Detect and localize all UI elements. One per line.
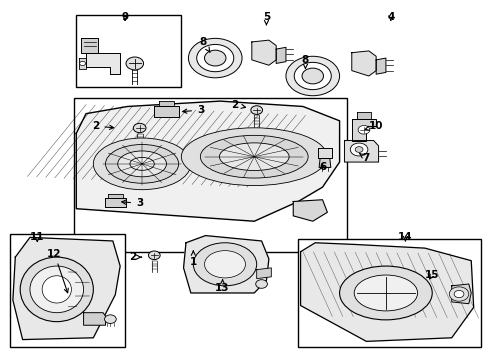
Polygon shape (76, 101, 339, 221)
Ellipse shape (30, 266, 83, 313)
Text: 1: 1 (189, 251, 197, 267)
Polygon shape (451, 284, 470, 304)
Circle shape (354, 147, 362, 152)
Polygon shape (344, 140, 378, 162)
Circle shape (133, 123, 146, 133)
Text: 11: 11 (30, 232, 44, 242)
Text: 4: 4 (386, 12, 394, 22)
Ellipse shape (105, 144, 178, 183)
Circle shape (196, 44, 233, 72)
Text: 7: 7 (359, 153, 369, 163)
Polygon shape (317, 148, 331, 158)
Circle shape (349, 143, 367, 156)
Text: 3: 3 (122, 198, 143, 208)
Circle shape (285, 56, 339, 96)
Ellipse shape (219, 143, 288, 171)
Polygon shape (108, 194, 122, 198)
Text: 13: 13 (215, 279, 229, 293)
Polygon shape (293, 200, 327, 221)
Bar (10, 234, 125, 347)
Text: 2: 2 (128, 252, 141, 262)
Circle shape (302, 68, 323, 84)
Circle shape (294, 62, 330, 90)
Ellipse shape (200, 135, 307, 178)
Polygon shape (319, 158, 330, 167)
Polygon shape (351, 51, 375, 76)
Text: 10: 10 (365, 121, 383, 131)
Ellipse shape (339, 266, 431, 320)
Ellipse shape (193, 243, 256, 286)
Circle shape (357, 126, 369, 134)
Text: 2: 2 (92, 121, 114, 131)
Circle shape (255, 280, 267, 288)
Polygon shape (375, 58, 385, 74)
Circle shape (453, 291, 463, 298)
Ellipse shape (353, 275, 417, 311)
Ellipse shape (42, 276, 71, 303)
Circle shape (80, 61, 85, 66)
Circle shape (204, 50, 225, 66)
Polygon shape (159, 101, 173, 107)
Circle shape (104, 315, 116, 323)
Ellipse shape (181, 128, 326, 185)
Circle shape (250, 106, 262, 114)
Polygon shape (86, 53, 120, 74)
Circle shape (126, 57, 143, 70)
Text: 3: 3 (183, 105, 204, 115)
Polygon shape (256, 268, 271, 279)
Text: 9: 9 (121, 12, 128, 22)
Polygon shape (104, 198, 126, 207)
Text: 2: 2 (231, 100, 245, 110)
Circle shape (148, 251, 160, 260)
Circle shape (448, 287, 468, 301)
Polygon shape (351, 119, 375, 140)
Polygon shape (83, 313, 105, 325)
Ellipse shape (204, 251, 245, 278)
Bar (298, 239, 480, 347)
Text: 12: 12 (47, 248, 68, 293)
Polygon shape (79, 58, 86, 69)
Text: 6: 6 (318, 162, 325, 172)
Bar (76, 15, 181, 87)
Circle shape (188, 39, 242, 78)
Polygon shape (13, 237, 120, 339)
Polygon shape (183, 235, 268, 293)
Text: 15: 15 (424, 270, 439, 280)
Polygon shape (300, 243, 473, 341)
Polygon shape (356, 112, 370, 119)
Ellipse shape (93, 138, 190, 190)
Ellipse shape (118, 151, 166, 177)
Text: 14: 14 (397, 232, 412, 242)
Bar (74, 98, 346, 252)
Ellipse shape (130, 157, 154, 170)
Ellipse shape (20, 257, 93, 321)
Text: 5: 5 (262, 12, 269, 25)
Text: 8: 8 (199, 37, 209, 52)
Polygon shape (154, 107, 178, 117)
Polygon shape (81, 39, 98, 53)
Polygon shape (276, 47, 285, 63)
Polygon shape (251, 40, 276, 65)
Text: 8: 8 (301, 55, 308, 68)
